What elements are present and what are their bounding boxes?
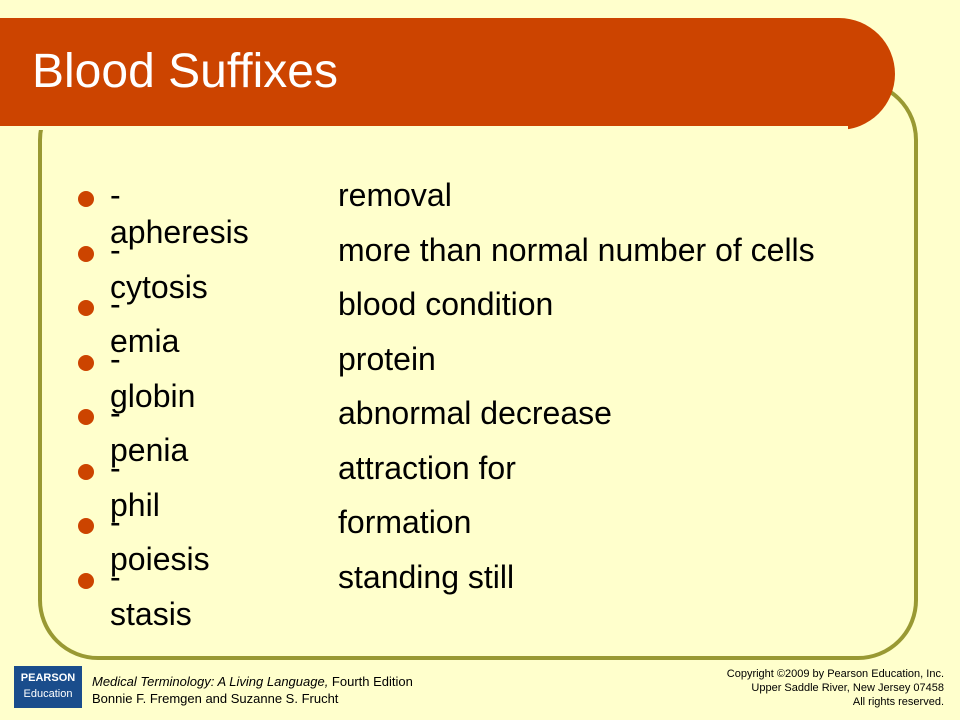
term: -stasis xyxy=(110,558,192,632)
book-title: Medical Terminology: A Living Language, xyxy=(92,674,329,689)
term: -emia xyxy=(110,286,180,359)
term: -penia xyxy=(110,395,189,468)
bullet xyxy=(78,409,94,425)
book-info: Medical Terminology: A Living Language, … xyxy=(92,673,413,707)
bullet xyxy=(78,354,94,371)
meaning: attraction for xyxy=(338,449,516,486)
logo-bottom: Education xyxy=(23,688,73,700)
bullet xyxy=(78,191,94,207)
bullet xyxy=(78,300,94,316)
title: Blood Suffixes xyxy=(32,45,338,98)
bullet xyxy=(78,518,94,534)
logo-top: PEARSON xyxy=(20,672,76,684)
book-line: Medical Terminology: A Living Language, … xyxy=(92,673,413,690)
bullet xyxy=(78,463,94,480)
title-underline xyxy=(0,126,848,130)
meaning: abnormal decrease xyxy=(338,395,612,431)
meaning: protein xyxy=(338,340,436,377)
bullet xyxy=(78,572,94,589)
edition: Fourth Edition xyxy=(328,674,413,689)
term: -phil xyxy=(110,449,160,523)
meaning: removal xyxy=(338,177,452,213)
meaning: standing still xyxy=(338,558,515,595)
term: -apheresis xyxy=(110,177,249,250)
copyright-line: All rights reserved. xyxy=(852,696,944,708)
copyright-line: Upper Saddle River, New Jersey 07458 xyxy=(751,682,944,694)
term: -cytosis xyxy=(110,231,208,305)
title-bar xyxy=(0,18,895,130)
copyright-line: Copyright ©2009 by Pearson Education, In… xyxy=(726,668,944,680)
authors: Bonnie F. Fremgen and Suzanne S. Frucht xyxy=(92,691,339,706)
term: -poiesis xyxy=(110,504,210,577)
copyright: Copyright ©2009 by Pearson Education, In… xyxy=(727,667,944,709)
meaning: blood condition xyxy=(338,286,554,322)
meaning: formation xyxy=(338,504,472,540)
term: -globin xyxy=(110,340,196,414)
bullet xyxy=(78,245,94,262)
meaning: more than normal number of cells xyxy=(338,231,815,268)
logo: PEARSON Education xyxy=(14,666,82,708)
